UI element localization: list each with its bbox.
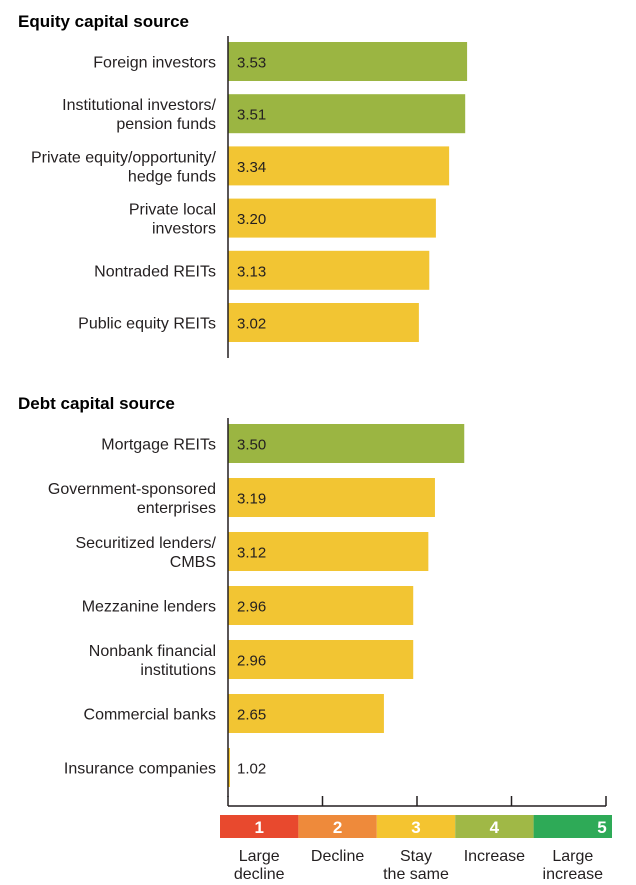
bar-value-label: 1.02 xyxy=(237,761,266,778)
bar-value-label: 3.19 xyxy=(237,491,266,508)
category-label: Securitized lenders/ xyxy=(75,535,216,552)
category-label: Nonbank financial xyxy=(89,643,216,660)
bar-value-label: 3.53 xyxy=(237,55,266,72)
category-label: pension funds xyxy=(116,116,216,133)
bar-value-label: 3.02 xyxy=(237,316,266,333)
scale-label: increase xyxy=(543,866,604,883)
scale-number: 5 xyxy=(597,818,606,837)
category-label: Government-sponsored xyxy=(48,481,216,498)
bar xyxy=(228,694,384,733)
bar-value-label: 2.96 xyxy=(237,653,266,670)
bar xyxy=(228,94,466,134)
bar-value-label: 2.65 xyxy=(237,707,266,724)
category-label: Insurance companies xyxy=(64,761,216,778)
bar-value-label: 3.13 xyxy=(237,263,266,280)
category-label: Institutional investors/ xyxy=(62,97,216,114)
category-label: CMBS xyxy=(170,554,216,571)
bar-value-label: 3.12 xyxy=(237,545,266,562)
bar-value-label: 3.50 xyxy=(237,437,266,454)
category-label: Private equity/opportunity/ xyxy=(31,149,217,166)
bar xyxy=(228,640,414,679)
bar-value-label: 2.96 xyxy=(237,599,266,616)
category-label: Mezzanine lenders xyxy=(82,599,216,616)
scale-number: 4 xyxy=(490,818,500,837)
bar xyxy=(228,198,436,238)
section-title: Equity capital source xyxy=(18,12,189,31)
scale-segment xyxy=(220,815,299,838)
bar-value-label: 3.20 xyxy=(237,211,266,228)
scale-label: Stay xyxy=(400,848,432,865)
scale-segment xyxy=(298,815,377,838)
scale-label: Large xyxy=(552,848,593,865)
bar xyxy=(228,250,430,290)
category-label: Foreign investors xyxy=(93,55,216,72)
category-label: Nontraded REITs xyxy=(94,263,216,280)
scale-segment xyxy=(376,815,456,838)
scale-segment xyxy=(455,815,534,838)
category-label: Commercial banks xyxy=(84,707,216,724)
bar-value-label: 3.51 xyxy=(237,107,266,124)
bar xyxy=(228,748,230,787)
scale-label: Increase xyxy=(464,848,525,865)
bar-value-label: 3.34 xyxy=(237,159,266,176)
category-label: Mortgage REITs xyxy=(101,437,216,454)
category-label: Private local xyxy=(129,202,216,219)
bar xyxy=(228,146,450,186)
bar xyxy=(228,532,429,571)
category-label: investors xyxy=(152,221,216,238)
bar xyxy=(228,586,414,625)
scale-label: decline xyxy=(234,866,285,883)
category-label: institutions xyxy=(140,662,216,679)
scale-number: 1 xyxy=(254,818,263,837)
scale-label: Large xyxy=(239,848,280,865)
category-label: enterprises xyxy=(137,500,216,517)
bar xyxy=(228,478,435,517)
bar xyxy=(228,42,468,81)
bar xyxy=(228,424,465,463)
category-label: hedge funds xyxy=(128,168,216,185)
scale-label: the same xyxy=(383,866,449,883)
scale-number: 3 xyxy=(411,818,420,837)
scale-number: 2 xyxy=(333,818,342,837)
section-title: Debt capital source xyxy=(18,394,175,413)
bar xyxy=(228,303,419,342)
category-label: Public equity REITs xyxy=(78,316,216,333)
scale-label: Decline xyxy=(311,848,364,865)
scale-segment xyxy=(533,815,612,838)
